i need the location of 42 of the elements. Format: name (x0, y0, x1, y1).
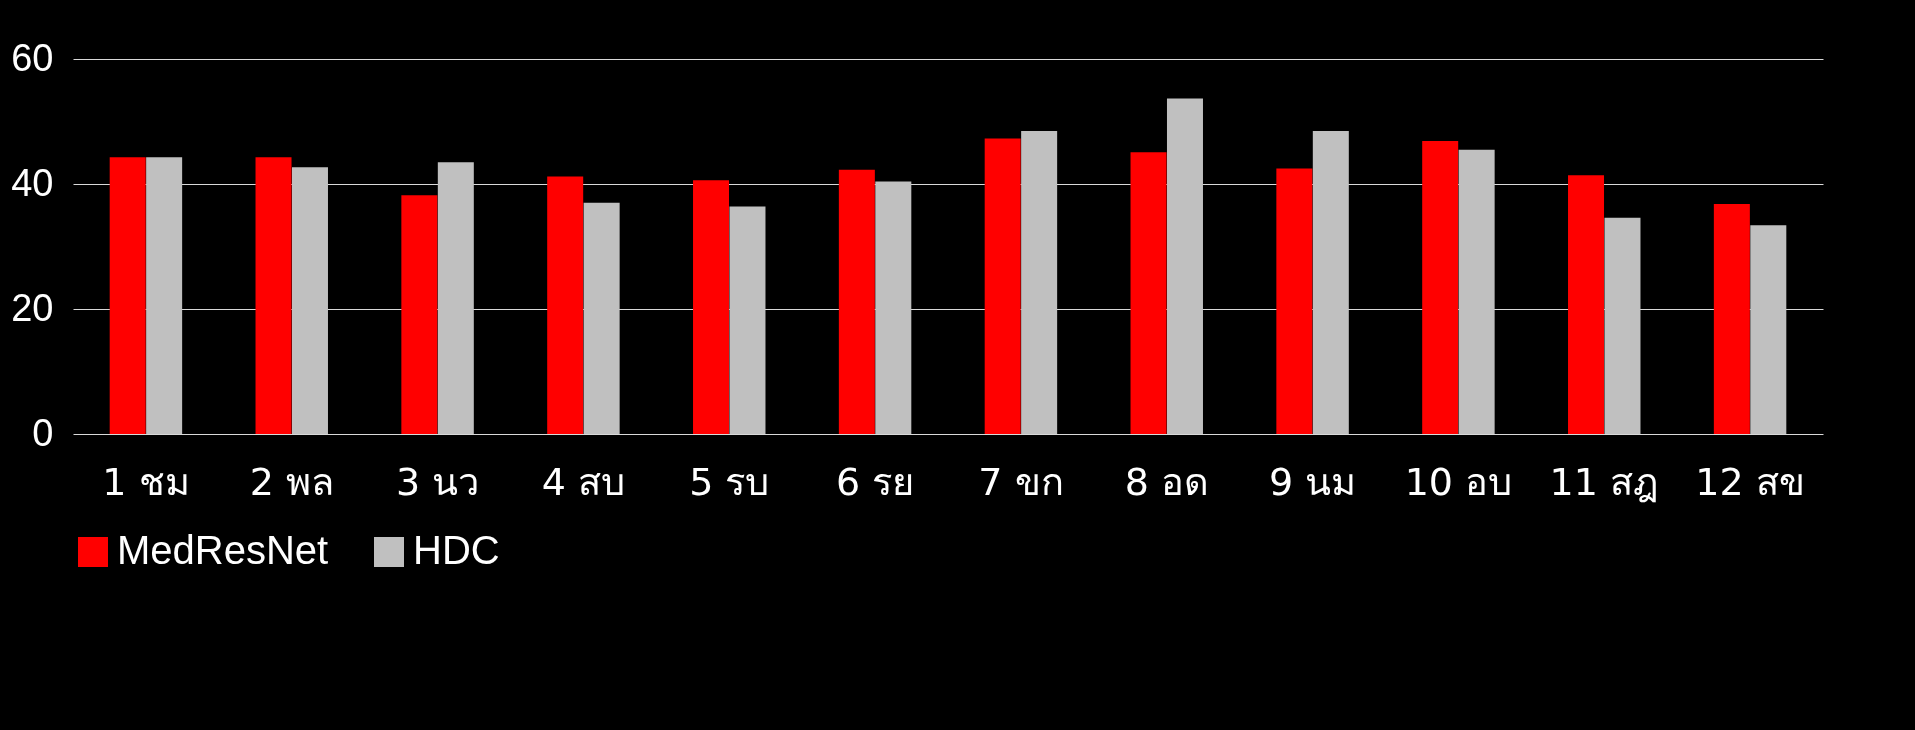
bar (1568, 175, 1605, 434)
x-tick-label: 5 รบ (689, 459, 770, 504)
bar (1422, 140, 1459, 434)
x-tick-label: 9 นม (1268, 459, 1357, 504)
legend-label: HDC (413, 528, 500, 572)
bar (875, 181, 912, 434)
x-tick-label: 3 นว (395, 459, 480, 504)
x-tick-label: 6 รย (835, 459, 915, 504)
bar (255, 157, 292, 434)
x-tick-label: 10 อบ (1404, 459, 1513, 504)
bar (1750, 225, 1787, 434)
bar (547, 176, 584, 434)
y-tick-label: 60 (11, 36, 54, 79)
bar (1166, 98, 1203, 434)
bar (1604, 217, 1641, 434)
bar (1276, 168, 1313, 434)
bar (583, 202, 620, 434)
y-tick-label: 0 (32, 411, 54, 454)
bar (984, 138, 1021, 434)
x-tick-label: 8 อด (1124, 459, 1209, 504)
bar (437, 162, 474, 434)
bar (1713, 204, 1750, 434)
bar (1312, 130, 1349, 434)
y-tick-label: 40 (11, 161, 54, 204)
x-tick-label: 2 พล (249, 459, 334, 504)
x-tick-label: 7 ขก (978, 459, 1064, 504)
y-tick-label: 20 (11, 286, 54, 329)
bar (1021, 130, 1058, 434)
bar (693, 180, 730, 434)
bar (1458, 149, 1495, 434)
x-tick-label: 4 สบ (541, 459, 626, 504)
bar (1130, 152, 1167, 434)
bar (291, 167, 328, 434)
bar (146, 157, 183, 434)
x-tick-label: 12 สข (1695, 459, 1805, 504)
bar (109, 157, 146, 434)
x-tick-label: 1 ชม (102, 459, 190, 504)
bar (401, 195, 438, 434)
legend-label: MedResNet (117, 528, 329, 572)
bar (729, 206, 766, 434)
x-tick-label: 11 สฎ (1549, 459, 1659, 504)
bar (838, 169, 875, 434)
